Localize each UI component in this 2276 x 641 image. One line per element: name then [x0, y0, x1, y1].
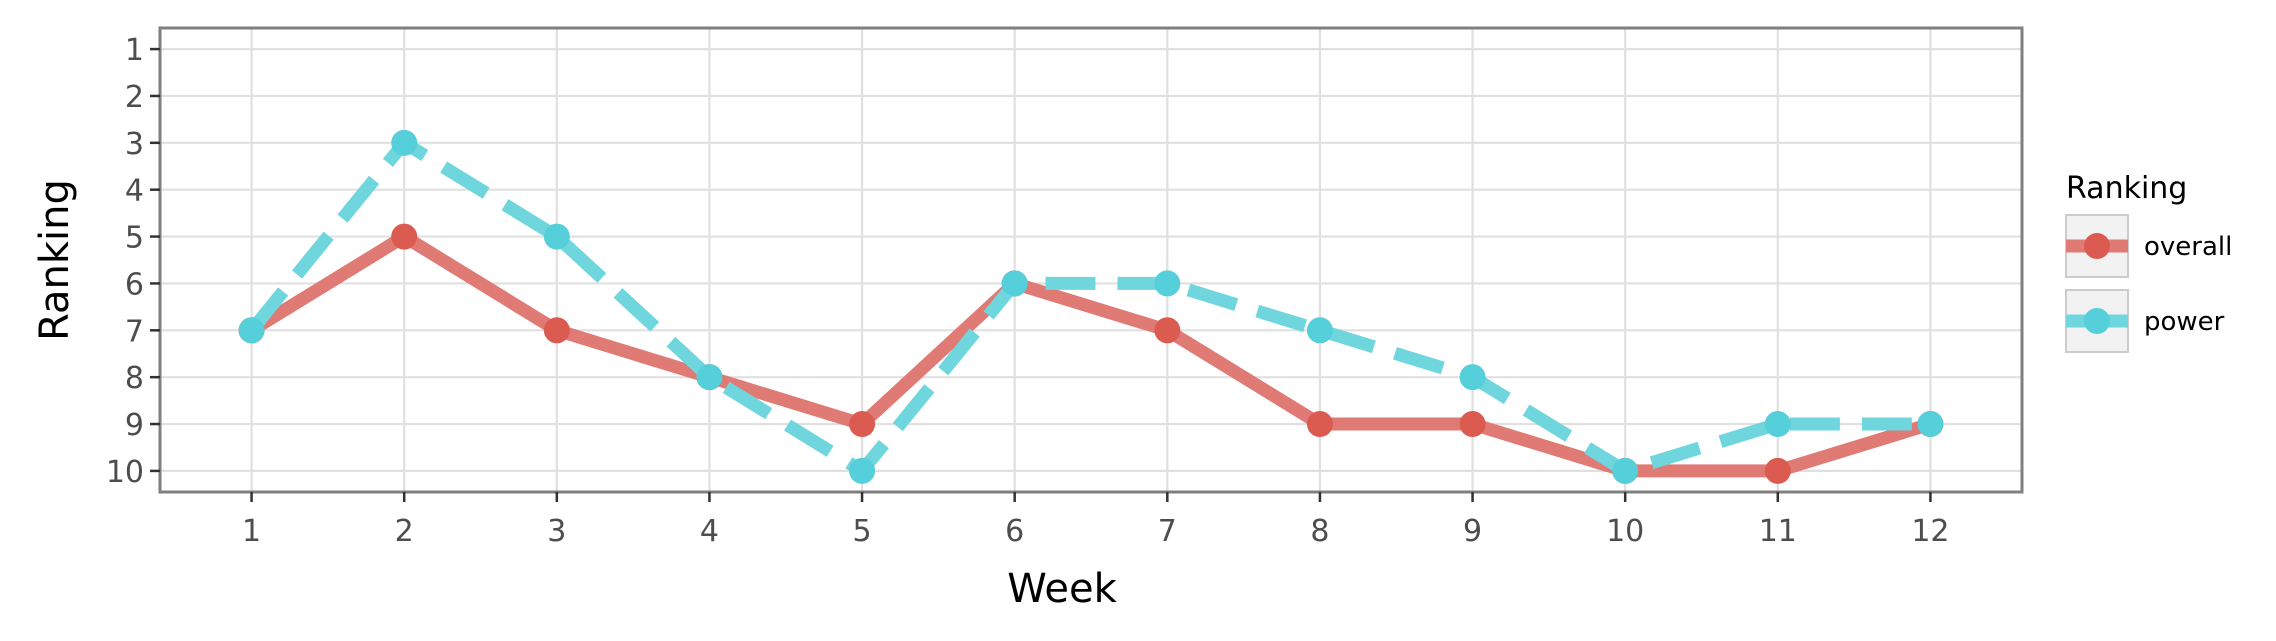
data-point-power	[1306, 317, 1333, 344]
x-tick-label: 1	[242, 514, 261, 549]
data-point-overall	[543, 317, 570, 344]
y-tick-label: 2	[125, 80, 144, 115]
legend-item-power: power	[2065, 289, 2225, 353]
data-point-overall	[1154, 317, 1181, 344]
data-point-power	[1154, 270, 1181, 297]
legend-label: overall	[2144, 232, 2232, 262]
legend: Ranking overall power	[2065, 171, 2232, 353]
x-tick-label: 12	[1911, 514, 1949, 549]
data-point-power	[1612, 457, 1639, 484]
x-axis-ticks: 1 2 3 4 5 6 7 8 9 10 11 12	[242, 492, 1950, 549]
plot-background	[160, 28, 2022, 492]
legend-key-marker	[2084, 308, 2110, 334]
x-tick-label: 3	[547, 514, 566, 549]
data-point-power	[1764, 411, 1791, 438]
data-point-power	[696, 364, 723, 391]
y-tick-label: 9	[125, 408, 144, 443]
y-tick-label: 1	[125, 33, 144, 68]
series-line-power	[246, 136, 1931, 478]
data-point-overall	[1306, 411, 1333, 438]
legend-title: Ranking	[2066, 171, 2187, 206]
y-axis-title: Ranking	[32, 179, 78, 341]
legend-item-overall: overall	[2065, 214, 2232, 278]
data-point-power	[238, 317, 265, 344]
x-axis-title: Week	[1007, 566, 1117, 612]
series-line-overall	[245, 230, 1937, 478]
x-tick-label: 4	[700, 514, 719, 549]
x-tick-label: 8	[1310, 514, 1329, 549]
x-tick-label: 7	[1158, 514, 1177, 549]
series-power	[238, 129, 1944, 484]
x-tick-label: 2	[395, 514, 414, 549]
data-point-power	[543, 223, 570, 250]
y-tick-label: 6	[125, 267, 144, 302]
series-layer	[238, 129, 1944, 484]
y-tick-label: 8	[125, 361, 144, 396]
data-point-overall	[1764, 457, 1791, 484]
y-axis-ticks: 1 2 3 4 5 6 7 8 9 10	[106, 33, 160, 490]
x-tick-label: 5	[853, 514, 872, 549]
y-tick-label: 7	[125, 314, 144, 349]
y-tick-label: 10	[106, 455, 144, 490]
data-point-overall	[391, 223, 418, 250]
legend-label: power	[2144, 307, 2225, 337]
x-tick-label: 10	[1606, 514, 1644, 549]
y-tick-label: 3	[125, 127, 144, 162]
data-point-power	[391, 129, 418, 156]
plot-border	[158, 26, 2024, 494]
x-tick-label: 6	[1005, 514, 1024, 549]
data-point-power	[1001, 270, 1028, 297]
legend-key-marker	[2084, 233, 2110, 259]
data-point-overall	[1459, 411, 1486, 438]
data-point-power	[1459, 364, 1486, 391]
data-point-power	[1917, 411, 1944, 438]
x-tick-label: 9	[1463, 514, 1482, 549]
data-point-power	[849, 457, 876, 484]
x-tick-label: 11	[1759, 514, 1797, 549]
y-tick-label: 5	[125, 221, 144, 256]
y-tick-label: 4	[125, 174, 144, 209]
data-point-overall	[849, 411, 876, 438]
